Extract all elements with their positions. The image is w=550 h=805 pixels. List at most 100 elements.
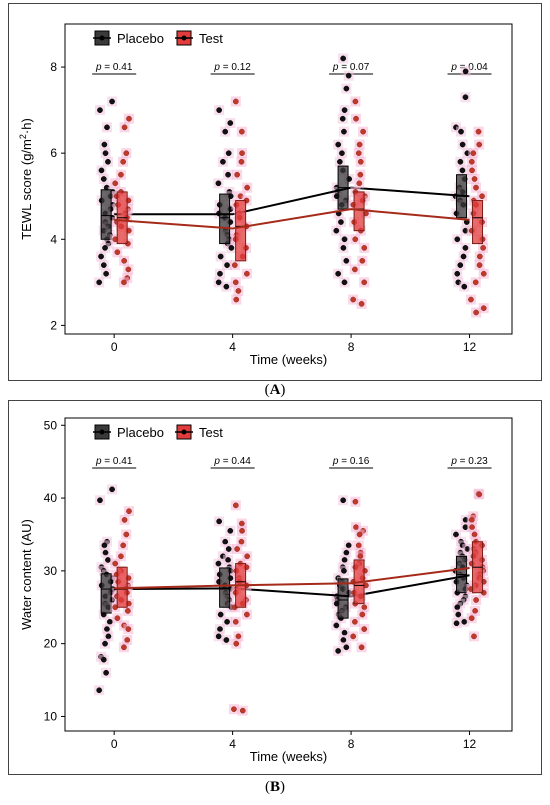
data-point [235, 288, 242, 294]
data-point [101, 141, 108, 148]
data-point [355, 150, 362, 157]
data-point [102, 640, 108, 647]
legend-label: Placebo [117, 31, 164, 46]
data-point [340, 245, 347, 251]
data-point [361, 604, 368, 611]
data-point [457, 262, 464, 268]
data-point [480, 245, 486, 251]
data-point [345, 72, 352, 79]
data-point [471, 176, 478, 182]
data-point [356, 180, 363, 187]
data-point [234, 546, 240, 552]
y-axis-label-main: TEWL score (g/m [19, 139, 34, 240]
data-point [472, 279, 479, 286]
data-point [215, 560, 222, 567]
data-point [223, 637, 230, 643]
data-point [126, 508, 132, 515]
p-number: = 0.41 [102, 456, 133, 467]
p-value-label: p = 0.44 [213, 456, 251, 467]
p-number: = 0.41 [102, 62, 133, 73]
data-point [103, 669, 109, 676]
data-point [97, 497, 103, 504]
y-axis-label: TEWL score (g/m2·h) [18, 118, 34, 240]
p-symbol: p [213, 62, 220, 73]
p-number: = 0.44 [220, 456, 251, 467]
data-point [343, 85, 350, 92]
data-point [341, 128, 347, 135]
data-point [125, 626, 132, 632]
data-point [353, 115, 359, 122]
data-point [480, 270, 487, 277]
box [472, 200, 484, 245]
data-point [106, 618, 113, 625]
p-number: = 0.07 [338, 62, 369, 73]
data-point [239, 527, 245, 534]
data-point [471, 531, 478, 538]
data-point [359, 257, 366, 264]
data-point [461, 618, 468, 625]
data-point [462, 94, 469, 101]
data-point [238, 538, 245, 545]
data-point [361, 279, 368, 286]
water-content-chart: 10 20 30 40 50 0 4 8 12 Time (weeks) Water content… [19, 417, 513, 764]
data-point [454, 236, 461, 243]
legend-dot [181, 429, 187, 435]
legend-dot [99, 429, 105, 435]
data-point [220, 158, 226, 165]
data-point [244, 270, 250, 277]
data-point [360, 128, 366, 135]
data-point [105, 158, 111, 165]
data-point [339, 150, 345, 157]
data-point [123, 531, 130, 538]
data-point [225, 171, 231, 178]
data-point [109, 486, 115, 493]
y-axis-label-sup: 2 [18, 134, 28, 139]
data-point [473, 184, 479, 191]
data-point [361, 626, 368, 632]
x-tick-label: 4 [229, 737, 236, 751]
data-point [120, 542, 127, 549]
data-point [244, 184, 250, 191]
x-axis-label: Time (weeks) [250, 352, 328, 367]
data-point [121, 644, 127, 651]
data-point [215, 279, 222, 286]
data-point [217, 253, 224, 260]
data-point [468, 517, 475, 523]
p-value-label: p = 0.16 [332, 456, 370, 467]
data-point [121, 279, 127, 286]
data-point [227, 120, 234, 126]
x-tick-label: 12 [463, 737, 477, 751]
data-point [453, 531, 459, 538]
plot-area [64, 417, 513, 732]
data-point [224, 618, 230, 625]
data-point [350, 296, 357, 303]
data-point [233, 296, 240, 303]
y-tick-label: 10 [44, 709, 58, 723]
data-point [215, 180, 222, 187]
y-axis-label-main: Water content (AU) [19, 519, 34, 630]
data-point [470, 150, 477, 157]
data-point [233, 640, 240, 647]
data-point [341, 557, 348, 563]
data-point [114, 249, 121, 256]
data-point [112, 180, 119, 187]
data-point [105, 557, 111, 563]
data-point [231, 262, 238, 268]
p-symbol: p [450, 456, 457, 467]
p-symbol: p [332, 62, 339, 73]
data-point [353, 524, 359, 531]
data-point [96, 687, 103, 694]
data-point [357, 553, 364, 560]
x-tick-label: 0 [111, 737, 118, 751]
data-point [350, 633, 357, 640]
data-point [469, 167, 475, 174]
data-point [238, 158, 245, 165]
data-point [224, 262, 230, 268]
mean-line [114, 208, 470, 230]
y-axis-label-tail: ·h) [19, 118, 34, 134]
data-point [232, 279, 239, 286]
data-point [476, 262, 483, 268]
x-tick-label: 4 [229, 340, 236, 354]
data-point [102, 245, 108, 251]
